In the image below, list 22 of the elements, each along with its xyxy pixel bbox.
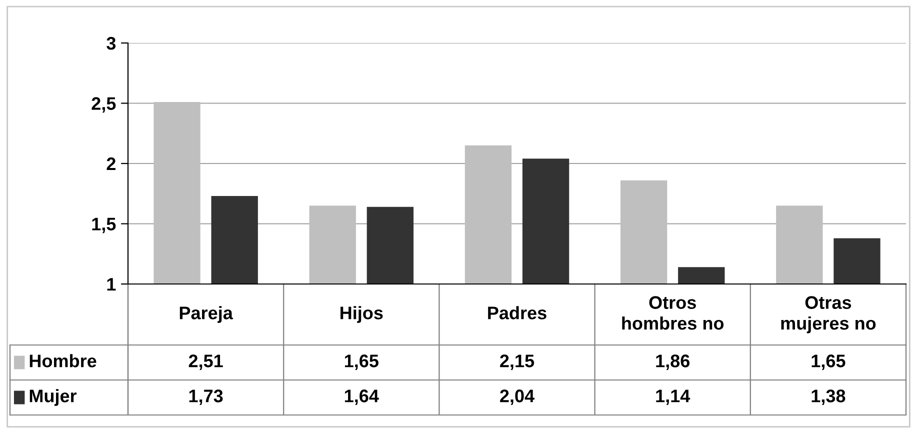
y-tick-label: 3 xyxy=(106,36,116,50)
x-tick-label: Otras mujeres no xyxy=(781,296,876,334)
data-label: 1,86 xyxy=(656,354,690,370)
y-tick-label: 1 xyxy=(107,278,116,291)
data-label: 1,65 xyxy=(344,354,378,370)
y-tick-label: 1,5 xyxy=(92,218,116,234)
x-tick-label: Otros hombres no xyxy=(622,296,724,330)
legend-label: Hombre xyxy=(30,354,96,368)
x-tick-label: Padres xyxy=(488,306,546,320)
legend-label: Mujer xyxy=(30,389,77,406)
data-label: 1,73 xyxy=(189,390,223,405)
x-tick-label: Pareja xyxy=(180,306,234,323)
data-label: 1,65 xyxy=(812,354,846,370)
y-tick-label: 2 xyxy=(106,157,116,170)
y-tick-label: 2,5 xyxy=(92,97,116,113)
data-label: 1,14 xyxy=(656,390,690,405)
data-label: 2,51 xyxy=(188,354,223,370)
data-label: 2,15 xyxy=(500,354,534,370)
data-label: 1,38 xyxy=(812,390,846,405)
data-label: 2,04 xyxy=(500,390,534,405)
x-tick-label: Hijos xyxy=(340,306,383,323)
data-label: 1,64 xyxy=(344,390,379,405)
